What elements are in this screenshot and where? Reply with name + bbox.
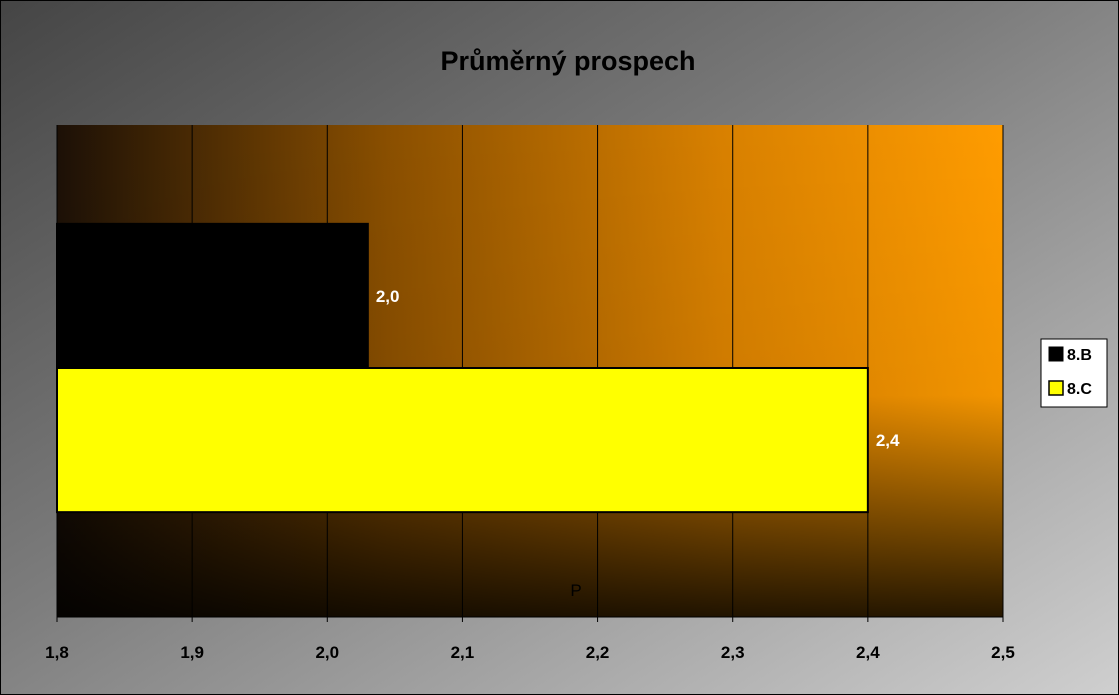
legend-label-8c: 8.C [1067, 381, 1092, 398]
x-tick-label: 1,8 [45, 643, 69, 662]
x-tick-label: 2,4 [856, 643, 880, 662]
x-tick-label: 2,2 [586, 643, 610, 662]
plot-area: 2,0 2,4 P [56, 125, 1004, 618]
chart-title: Průměrný prospech [440, 46, 695, 76]
x-tick-label: 2,3 [721, 643, 745, 662]
legend-swatch-8c [1048, 380, 1064, 396]
legend: 8.B 8.C [1040, 338, 1108, 408]
x-tick-label: 2,5 [991, 643, 1015, 662]
value-label-8c: 2,4 [876, 431, 900, 450]
x-tick-label: 2,0 [315, 643, 339, 662]
x-tick-label: 1,9 [180, 643, 204, 662]
value-labels: 2,0 2,4 [376, 287, 900, 450]
bar-8b [56, 222, 369, 369]
bars [56, 222, 869, 514]
bar-8c [56, 367, 869, 514]
category-label: P [570, 581, 581, 600]
legend-swatch-8b [1048, 346, 1064, 362]
value-label-8b: 2,0 [376, 287, 400, 306]
legend-label-8b: 8.B [1067, 347, 1092, 364]
x-tick-label: 2,1 [451, 643, 475, 662]
x-axis-ticks: 1,8 1,9 2,0 2,1 2,2 2,3 2,4 2,5 [45, 617, 1015, 662]
